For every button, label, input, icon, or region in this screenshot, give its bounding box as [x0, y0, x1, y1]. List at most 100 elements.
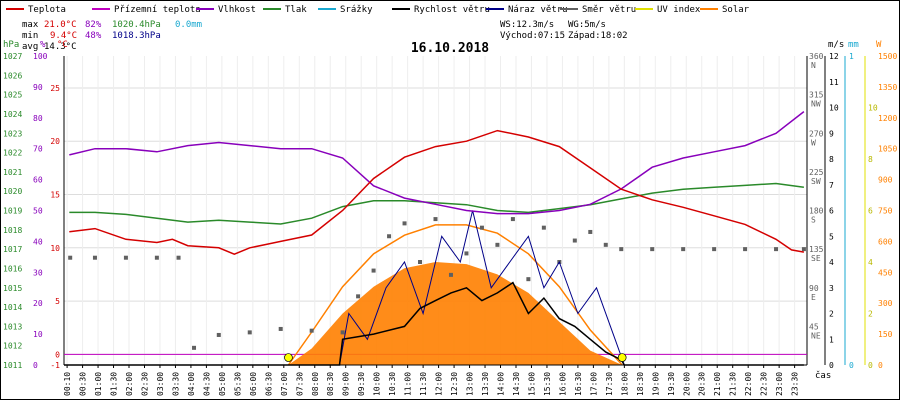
wind-tick-label: 0: [829, 361, 834, 370]
wind-direction-point: [356, 294, 361, 299]
pressure-tick-label: 1018: [3, 226, 22, 235]
x-tick-label: 18:30: [636, 372, 645, 396]
axis-unit: mm: [848, 40, 859, 50]
wind-direction-point: [247, 330, 252, 335]
x-tick-label: 23:00: [775, 372, 784, 396]
wind-direction-point: [743, 247, 748, 252]
direction-tick-label: NE: [811, 331, 821, 340]
wind-direction-point: [340, 330, 345, 335]
rain-tick-label: 0: [849, 361, 854, 370]
x-tick-label: 20:30: [698, 372, 707, 396]
max-temp: 21.0°C: [44, 20, 77, 30]
solar-max-curve: [287, 224, 623, 366]
pressure-tick-label: 1025: [3, 91, 22, 100]
humidity-tick-label: 70: [33, 145, 43, 154]
wind-direction-point: [572, 238, 577, 243]
wind-direction-point: [588, 229, 593, 234]
axes: 1027102610251024102310221021102010191018…: [3, 52, 897, 370]
x-tick-label: 22:00: [744, 372, 753, 396]
wind-direction-point: [123, 255, 128, 260]
legend-label: Teplota: [28, 5, 66, 15]
wind-direction-point: [154, 255, 159, 260]
solar-tick-label: 600: [878, 237, 893, 246]
x-tick-label: 08:30: [326, 372, 335, 396]
x-tick-label: 12:30: [450, 372, 459, 396]
pressure-tick-label: 1024: [3, 110, 22, 119]
wind-direction-point: [510, 217, 515, 222]
wind-tick-label: 9: [829, 129, 834, 138]
humidity-tick-label: 10: [33, 330, 43, 339]
sunset-marker: [617, 353, 627, 362]
x-tick-label: 02:00: [125, 372, 134, 396]
min-press: 1018.3hPa: [112, 31, 161, 41]
wind-direction-point: [774, 247, 779, 252]
wind-direction-point: [402, 221, 407, 226]
sunrise-text: Východ:07:15: [500, 31, 565, 41]
wind-direction-point: [464, 251, 469, 256]
x-axis: 00:10 00:30 01:00 01:30 02:00 02:30 03:00 03:30…: [63, 364, 807, 396]
wind-direction-point: [92, 255, 97, 260]
legend: Teplota Přízemní teplota Vlhkost Tlak Srážky…: [6, 5, 750, 15]
x-tick-label: 05:00: [218, 372, 227, 396]
uv-tick-label: 10: [868, 104, 878, 113]
x-tick-label: 23:30: [791, 372, 800, 396]
wind-direction-point: [176, 255, 181, 260]
wind-direction-point: [495, 242, 500, 247]
solar-tick-label: 1350: [878, 83, 897, 92]
x-tick-label: 07:00: [280, 372, 289, 396]
wind-tick-label: 7: [829, 181, 834, 190]
x-tick-label: 00:10: [63, 372, 72, 396]
x-tick-label: 13:30: [481, 372, 490, 396]
chart-title: 16.10.2018: [411, 41, 489, 56]
solar-tick-label: 450: [878, 268, 893, 277]
temp-tick-label: 20: [50, 137, 60, 146]
x-tick-label: 03:30: [171, 372, 180, 396]
rain-tick-label: 1: [849, 52, 854, 61]
axis-units: hPa% °C m/s mm W: [3, 40, 882, 50]
legend-label: Vlhkost: [218, 5, 256, 15]
solar-tick-label: 900: [878, 176, 893, 185]
axis-unit: hPa: [3, 40, 19, 50]
x-tick-label: 16:30: [574, 372, 583, 396]
temp-tick-label: 0: [55, 350, 60, 359]
x-tick-label: 17:00: [589, 372, 598, 396]
wind-direction-point: [68, 255, 73, 260]
wind-direction-point: [712, 247, 717, 252]
x-tick-label: 11:30: [419, 372, 428, 396]
x-tick-label: 16:00: [558, 372, 567, 396]
humidity-tick-label: 100: [33, 52, 48, 61]
solar-tick-label: 0: [878, 361, 883, 370]
legend-label: Směr větru: [582, 5, 636, 15]
wind-tick-label: 2: [829, 310, 834, 319]
humidity-tick-label: 90: [33, 83, 43, 92]
solar-tick-label: 300: [878, 299, 893, 308]
wind-tick-label: 12: [829, 52, 839, 61]
legend-label: Náraz větru: [508, 5, 568, 15]
wind-direction-point: [603, 242, 608, 247]
x-tick-label: 09:00: [342, 372, 351, 396]
pressure-tick-label: 1016: [3, 264, 22, 273]
x-tick-label: 08:00: [311, 372, 320, 396]
x-tick-label: 19:00: [651, 372, 660, 396]
sunrise-marker: [284, 353, 293, 362]
x-tick-label: 06:00: [249, 372, 258, 396]
solar-tick-label: 150: [878, 330, 893, 339]
uv-tick-label: 0: [868, 361, 873, 370]
legend-label: Tlak: [285, 5, 307, 15]
pressure-tick-label: 1022: [3, 149, 22, 158]
uv-tick-label: 6: [868, 207, 873, 216]
solar-tick-label: 1200: [878, 114, 897, 123]
direction-tick-label: 225: [809, 168, 824, 177]
x-tick-label: 17:30: [605, 372, 614, 396]
wind-direction-point: [541, 225, 546, 230]
wind-gust-line: [64, 210, 804, 366]
x-tick-label: 07:30: [295, 372, 304, 396]
wind-direction-point: [681, 247, 686, 252]
humidity-tick-label: 80: [33, 114, 43, 123]
avg-temp: 14.3°C: [44, 42, 77, 52]
wind-direction-point: [801, 247, 806, 252]
max-hum: 82%: [85, 20, 102, 30]
pressure-tick-label: 1017: [3, 245, 22, 254]
